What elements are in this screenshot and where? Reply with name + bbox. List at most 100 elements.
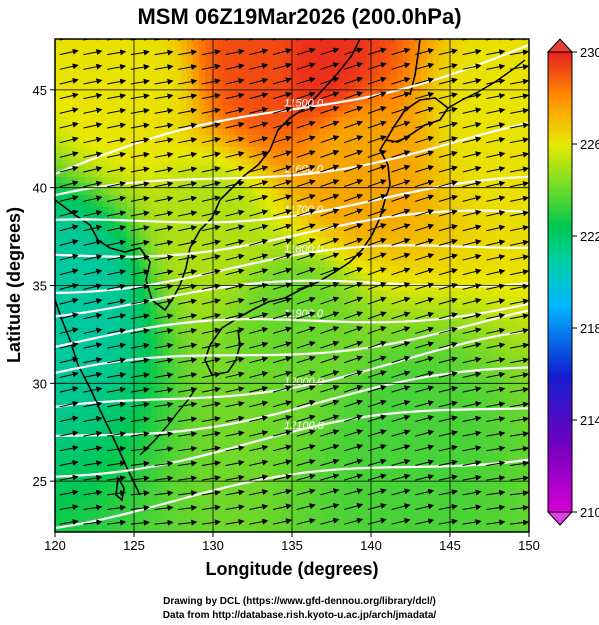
field-cell <box>409 141 416 148</box>
field-cell <box>319 39 326 46</box>
field-cell <box>199 357 206 364</box>
field-cell <box>97 243 104 250</box>
field-cell <box>133 93 140 100</box>
field-cell <box>181 363 188 370</box>
field-cell <box>259 423 266 430</box>
field-cell <box>115 375 122 382</box>
field-cell <box>187 63 194 70</box>
field-cell <box>253 519 260 526</box>
field-cell <box>103 99 110 106</box>
field-cell <box>361 207 368 214</box>
field-cell <box>277 195 284 202</box>
field-cell <box>361 357 368 364</box>
field-cell <box>385 39 392 46</box>
field-cell <box>97 501 104 508</box>
field-cell <box>349 213 356 220</box>
field-cell <box>79 375 86 382</box>
field-cell <box>283 393 290 400</box>
field-cell <box>283 441 290 448</box>
field-cell <box>295 273 302 280</box>
field-cell <box>277 213 284 220</box>
field-cell <box>169 225 176 232</box>
field-cell <box>409 465 416 472</box>
field-cell <box>91 51 98 58</box>
field-cell <box>295 435 302 442</box>
field-cell <box>295 327 302 334</box>
field-cell <box>409 117 416 124</box>
field-cell <box>121 345 128 352</box>
field-cell <box>403 375 410 382</box>
field-cell <box>265 141 272 148</box>
field-cell <box>187 477 194 484</box>
field-cell <box>349 321 356 328</box>
field-cell <box>415 105 422 112</box>
field-cell <box>403 51 410 58</box>
field-cell <box>313 291 320 298</box>
field-cell <box>259 87 266 94</box>
field-cell <box>343 87 350 94</box>
field-cell <box>127 195 134 202</box>
field-cell <box>295 441 302 448</box>
field-cell <box>337 333 344 340</box>
field-cell <box>127 207 134 214</box>
field-cell <box>175 471 182 478</box>
field-cell <box>211 39 218 46</box>
field-cell <box>277 273 284 280</box>
field-cell <box>133 477 140 484</box>
field-cell <box>67 171 74 178</box>
field-cell <box>55 279 62 286</box>
field-cell <box>109 357 116 364</box>
field-cell <box>409 135 416 142</box>
field-cell <box>397 363 404 370</box>
field-cell <box>295 369 302 376</box>
field-cell <box>229 261 236 268</box>
field-cell <box>355 393 362 400</box>
field-cell <box>409 225 416 232</box>
field-cell <box>235 141 242 148</box>
field-cell <box>133 207 140 214</box>
field-cell <box>103 507 110 514</box>
field-cell <box>385 81 392 88</box>
field-cell <box>115 483 122 490</box>
field-cell <box>397 51 404 58</box>
field-cell <box>313 375 320 382</box>
field-cell <box>343 159 350 166</box>
field-cell <box>145 273 152 280</box>
field-cell <box>229 147 236 154</box>
field-cell <box>109 525 116 532</box>
field-cell <box>175 501 182 508</box>
field-cell <box>79 63 86 70</box>
field-cell <box>217 339 224 346</box>
field-cell <box>223 147 230 154</box>
field-cell <box>295 177 302 184</box>
field-cell <box>253 63 260 70</box>
field-cell <box>85 237 92 244</box>
field-cell <box>229 315 236 322</box>
field-cell <box>67 69 74 76</box>
field-cell <box>223 303 230 310</box>
field-cell <box>295 363 302 370</box>
field-cell <box>277 171 284 178</box>
field-cell <box>271 489 278 496</box>
field-cell <box>373 81 380 88</box>
field-cell <box>379 231 386 238</box>
field-cell <box>349 81 356 88</box>
field-cell <box>187 471 194 478</box>
field-cell <box>169 123 176 130</box>
field-cell <box>205 519 212 526</box>
field-cell <box>103 441 110 448</box>
field-cell <box>91 291 98 298</box>
field-cell <box>175 135 182 142</box>
field-cell <box>391 171 398 178</box>
field-cell <box>127 483 134 490</box>
field-cell <box>157 129 164 136</box>
field-cell <box>91 501 98 508</box>
field-cell <box>379 423 386 430</box>
field-cell <box>331 411 338 418</box>
field-cell <box>187 57 194 64</box>
field-cell <box>277 135 284 142</box>
field-cell <box>271 69 278 76</box>
field-cell <box>175 303 182 310</box>
field-cell <box>127 129 134 136</box>
field-cell <box>223 201 230 208</box>
